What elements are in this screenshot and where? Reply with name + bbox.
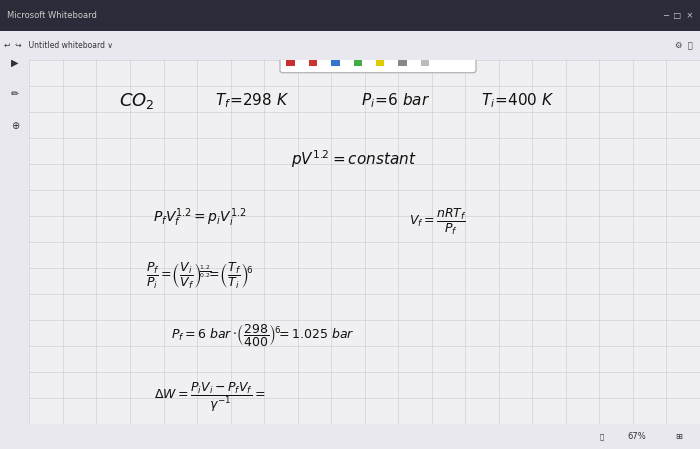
FancyBboxPatch shape (280, 40, 476, 73)
Text: $CO_2$: $CO_2$ (119, 91, 154, 111)
Text: 🔍: 🔍 (600, 433, 604, 440)
Text: 67%: 67% (628, 432, 646, 441)
Text: $P_f V_f^{1.2} = p_i V_i^{1.2}$: $P_f V_f^{1.2} = p_i V_i^{1.2}$ (153, 207, 246, 229)
Text: $V_f = \dfrac{nRT_f}{P_f}$: $V_f = \dfrac{nRT_f}{P_f}$ (409, 207, 466, 238)
Text: $P_i\!=\!6\ bar$: $P_i\!=\!6\ bar$ (361, 92, 430, 110)
Text: 🔍: 🔍 (454, 53, 458, 59)
Bar (376, 48, 384, 66)
Text: Microsoft Whiteboard: Microsoft Whiteboard (7, 11, 97, 20)
Bar (286, 48, 295, 66)
Text: ⊞: ⊞ (676, 432, 682, 441)
Bar (331, 48, 340, 66)
Bar (354, 48, 362, 66)
Text: ▶: ▶ (11, 58, 18, 68)
Text: $T_f\!=\!298\ K$: $T_f\!=\!298\ K$ (215, 92, 289, 110)
Text: ⚙  ⛶: ⚙ ⛶ (676, 40, 693, 50)
Bar (309, 48, 317, 66)
Bar (398, 48, 407, 66)
Bar (0, 0, 700, 31)
Text: ⊕: ⊕ (10, 121, 19, 131)
Text: ×: × (465, 51, 473, 61)
Text: ✏: ✏ (10, 89, 19, 99)
Text: $\Delta W = \dfrac{P_i V_i - P_f V_f}{\gamma^{-1}} =$: $\Delta W = \dfrac{P_i V_i - P_f V_f}{\g… (154, 381, 266, 414)
Text: $P_f = 6\ bar\cdot\!\left(\dfrac{298}{400}\right)^{\!6}\!\! = 1.025\ bar$: $P_f = 6\ bar\cdot\!\left(\dfrac{298}{40… (171, 321, 354, 348)
Text: $\dfrac{P_f}{P_i} = \!\left(\dfrac{V_i}{V_f}\right)^{\!\frac{1.2}{0.2}}\!\! = \!: $\dfrac{P_f}{P_i} = \!\left(\dfrac{V_i}{… (146, 261, 253, 291)
Text: $T_i\!=\!400\ K$: $T_i\!=\!400\ K$ (481, 92, 555, 110)
Bar (0, 424, 700, 449)
Text: $pV^{1.2} = constant$: $pV^{1.2} = constant$ (290, 149, 416, 170)
Bar (0, 31, 700, 60)
Text: ─  □  ×: ─ □ × (663, 11, 693, 20)
Text: ↩  ↪   Untitled whiteboard ∨: ↩ ↪ Untitled whiteboard ∨ (4, 40, 113, 50)
Bar (421, 48, 429, 66)
Bar (0, 60, 29, 424)
